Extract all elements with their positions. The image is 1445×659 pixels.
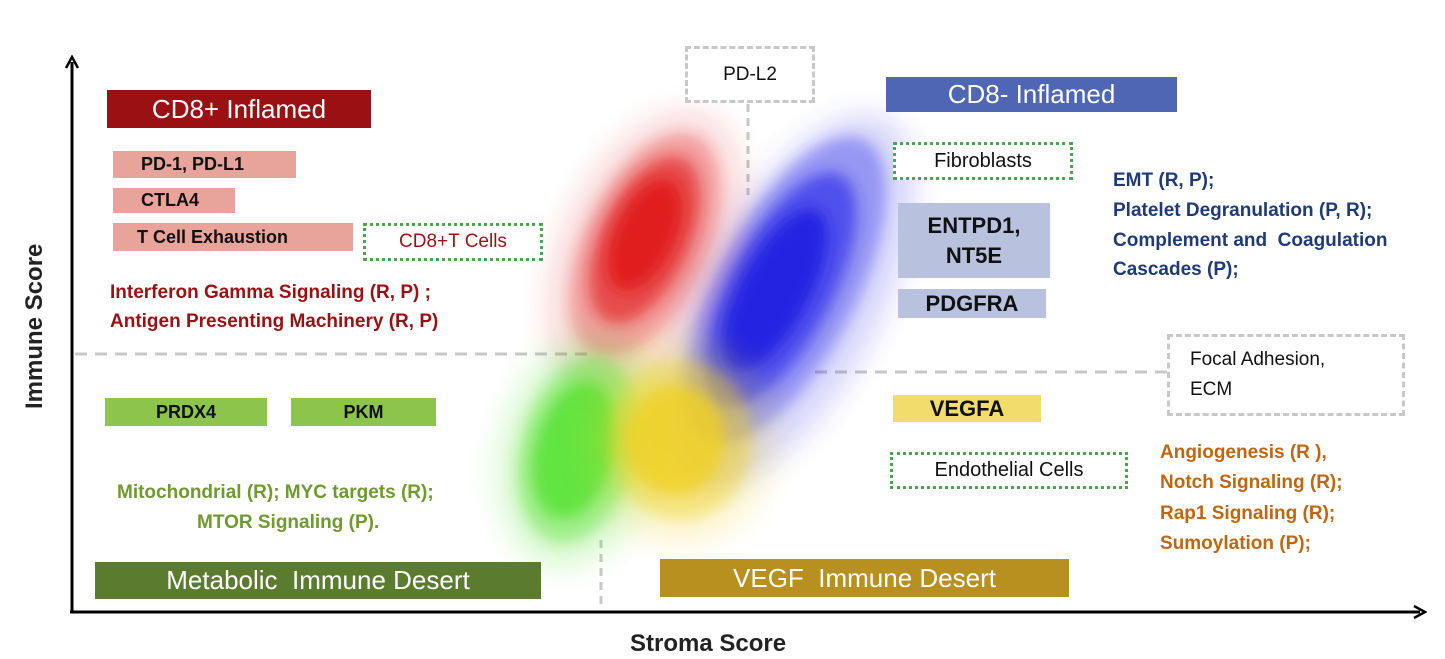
pathway-notch: Notch Signaling (R);: [1160, 472, 1343, 493]
pathway-antigen-presenting: Antigen Presenting Machinery (R, P): [110, 311, 439, 332]
gene-prdx4: PRDX4: [105, 398, 267, 426]
gene-t-cell-exhaustion: T Cell Exhaustion: [113, 223, 353, 251]
pathway-mtor: MTOR Signaling (P).: [197, 512, 380, 533]
pathway-angiogenesis: Angiogenesis (R ),: [1160, 442, 1327, 463]
x-axis-label: Stroma Score: [630, 630, 787, 657]
y-axis-label: Immune Score: [21, 243, 48, 409]
cd8-neg-inflamed-title: CD8- Inflamed: [886, 77, 1177, 112]
pathway-interferon-gamma: Interferon Gamma Signaling (R, P) ;: [110, 282, 431, 303]
vegf-immune-desert-title: VEGF Immune Desert: [660, 559, 1069, 597]
pathway-sumoylation: Sumoylation (P);: [1160, 533, 1311, 554]
pathway-complement-coagulation: Complement and Coagulation: [1113, 230, 1388, 251]
pathway-emt: EMT (R, P);: [1113, 170, 1215, 191]
cell-type-cd8-t-cells: CD8+T Cells: [363, 223, 543, 261]
pd-l2-box: PD-L2: [685, 46, 815, 103]
gene-vegfa: VEGFA: [893, 395, 1041, 422]
gene-pkm: PKM: [291, 398, 436, 426]
pathway-cascades: Cascades (P);: [1113, 259, 1239, 280]
gene-entpd1-nt5e: ENTPD1, NT5E: [898, 203, 1050, 278]
pathway-mitochondrial-myc: Mitochondrial (R); MYC targets (R);: [117, 482, 434, 503]
gene-pdgfra: PDGFRA: [898, 289, 1046, 318]
red-cluster: [545, 109, 745, 391]
pathway-platelet-degranulation: Platelet Degranulation (P, R);: [1113, 200, 1373, 221]
pathway-rap1: Rap1 Signaling (R);: [1160, 503, 1336, 524]
yellow-cluster: [585, 335, 775, 545]
focal-adhesion-box: Focal Adhesion, ECM: [1167, 334, 1405, 416]
cell-type-fibroblasts: Fibroblasts: [893, 142, 1073, 180]
cell-type-endothelial-cells: Endothelial Cells: [890, 452, 1128, 489]
cd8-pos-inflamed-title: CD8+ Inflamed: [107, 90, 371, 128]
metabolic-immune-desert-title: Metabolic Immune Desert: [95, 562, 541, 599]
gene-pd1-pdl1: PD-1, PD-L1: [113, 151, 296, 178]
gene-ctla4: CTLA4: [113, 188, 235, 213]
